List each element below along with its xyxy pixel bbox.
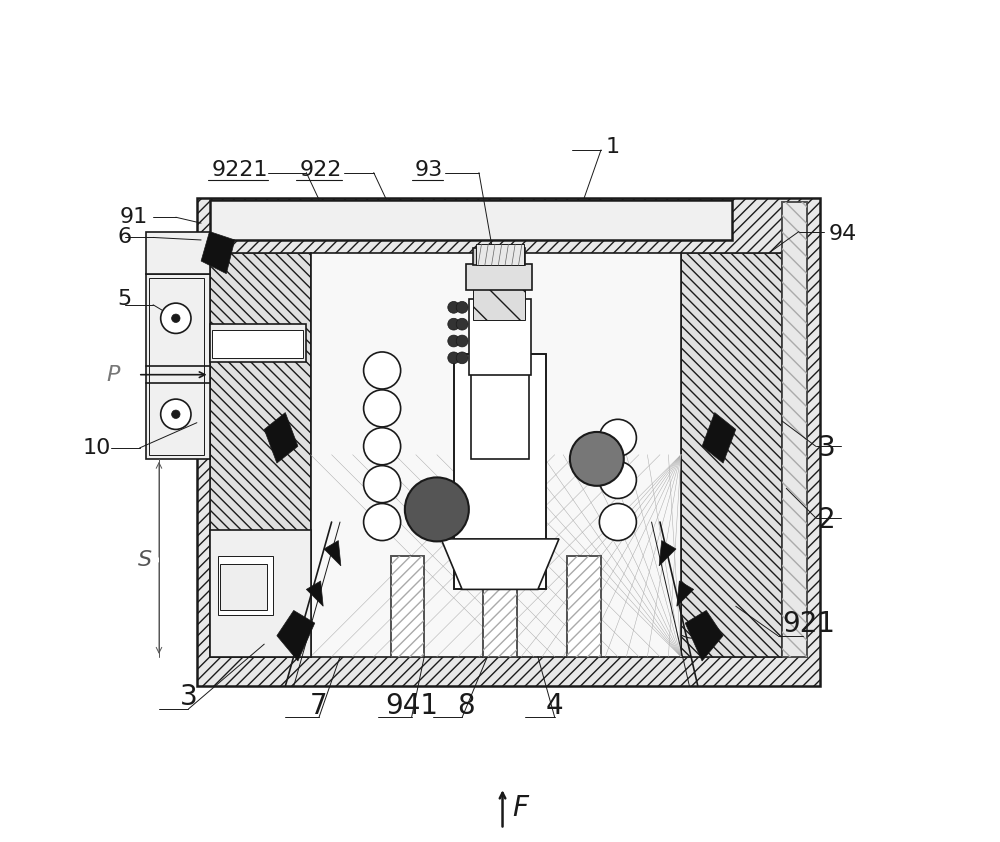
Text: 922: 922 (299, 160, 342, 180)
Polygon shape (201, 232, 235, 274)
Text: 921: 921 (782, 610, 835, 638)
Bar (483, 556, 517, 657)
Bar (471, 349, 529, 459)
Bar (466, 264, 532, 290)
Circle shape (448, 318, 460, 330)
Text: 3: 3 (180, 684, 197, 711)
Circle shape (456, 301, 468, 313)
Circle shape (364, 428, 401, 465)
Bar (567, 556, 601, 657)
Text: 941: 941 (385, 692, 438, 720)
Circle shape (172, 314, 180, 322)
Circle shape (456, 318, 468, 330)
Bar (149, 278, 204, 455)
Circle shape (364, 352, 401, 389)
Text: P: P (106, 365, 119, 385)
Bar (210, 200, 732, 240)
Bar (210, 324, 306, 362)
Bar (212, 330, 303, 358)
Bar (454, 354, 546, 589)
Bar (456, 362, 544, 585)
Circle shape (599, 461, 636, 498)
Polygon shape (277, 610, 315, 661)
Circle shape (161, 303, 191, 333)
Text: 9221: 9221 (212, 160, 268, 180)
Polygon shape (264, 413, 298, 463)
Polygon shape (659, 541, 676, 566)
Bar (782, 202, 807, 657)
Text: 2: 2 (818, 506, 836, 535)
Circle shape (172, 410, 180, 418)
Bar (681, 253, 782, 657)
Circle shape (364, 390, 401, 427)
Bar (146, 274, 210, 459)
Text: F: F (513, 794, 529, 823)
Polygon shape (306, 581, 323, 606)
Polygon shape (441, 539, 559, 589)
Bar (483, 556, 517, 657)
Circle shape (364, 504, 401, 541)
Bar (391, 556, 424, 657)
Bar (476, 244, 524, 265)
Circle shape (448, 301, 460, 313)
Text: 94: 94 (828, 224, 857, 244)
Text: 5: 5 (117, 289, 131, 309)
Bar (391, 556, 424, 657)
Bar (197, 198, 820, 686)
Bar (214, 204, 723, 237)
Bar (681, 253, 782, 657)
Bar (311, 253, 681, 657)
Text: a: a (698, 620, 714, 635)
Circle shape (456, 335, 468, 347)
Text: 8: 8 (458, 692, 475, 720)
Circle shape (448, 352, 460, 364)
Polygon shape (702, 413, 736, 463)
Circle shape (161, 399, 191, 429)
Polygon shape (685, 610, 723, 661)
Bar (469, 299, 531, 375)
Circle shape (456, 352, 468, 364)
Polygon shape (677, 581, 694, 606)
Circle shape (448, 335, 460, 347)
Circle shape (405, 477, 469, 541)
Text: 6: 6 (117, 227, 131, 248)
Bar (210, 253, 311, 657)
Bar (473, 286, 525, 320)
Circle shape (599, 419, 636, 456)
Bar (473, 248, 525, 265)
Circle shape (599, 504, 636, 541)
Bar (782, 202, 807, 657)
Text: S: S (138, 550, 152, 570)
Bar (210, 530, 311, 657)
Bar (197, 198, 820, 686)
Bar (210, 253, 311, 657)
Text: 7: 7 (310, 692, 328, 720)
Text: 1: 1 (605, 137, 619, 157)
Bar (454, 354, 546, 589)
Bar (567, 556, 601, 657)
Polygon shape (324, 541, 341, 566)
Bar (149, 278, 204, 455)
Text: 93: 93 (414, 160, 443, 180)
Bar (218, 556, 273, 615)
Text: 4: 4 (546, 692, 564, 720)
Text: a: a (294, 620, 310, 635)
Text: 91: 91 (120, 207, 148, 227)
Circle shape (364, 466, 401, 503)
Circle shape (570, 432, 624, 486)
Bar (214, 539, 306, 653)
Text: 10: 10 (83, 438, 111, 458)
Bar (220, 564, 267, 610)
Text: 3: 3 (818, 434, 836, 462)
Bar (146, 232, 210, 274)
